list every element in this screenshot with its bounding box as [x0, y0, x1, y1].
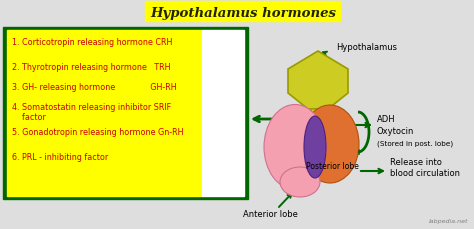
- Text: 1. Corticotropin releasing hormone CRH: 1. Corticotropin releasing hormone CRH: [12, 38, 173, 47]
- Ellipse shape: [304, 117, 326, 178]
- FancyBboxPatch shape: [202, 31, 244, 196]
- Ellipse shape: [301, 106, 359, 183]
- FancyBboxPatch shape: [145, 2, 340, 22]
- Text: Release into
blood circulation: Release into blood circulation: [390, 157, 460, 178]
- Text: Hypothalamus hormones: Hypothalamus hormones: [150, 6, 336, 19]
- Text: Posterior lobe: Posterior lobe: [306, 162, 358, 171]
- Text: 4. Somatostatin releasing inhibitor SRIF
    factor: 4. Somatostatin releasing inhibitor SRIF…: [12, 103, 171, 122]
- Polygon shape: [288, 52, 348, 109]
- Text: 6. PRL - inhibiting factor: 6. PRL - inhibiting factor: [12, 152, 108, 161]
- Polygon shape: [311, 109, 325, 131]
- Text: labpedia.net: labpedia.net: [428, 218, 468, 223]
- Ellipse shape: [280, 167, 320, 197]
- Text: (Stored in post. lobe): (Stored in post. lobe): [377, 140, 453, 147]
- FancyBboxPatch shape: [3, 28, 248, 199]
- Text: 2. Thyrotropin releasing hormone   TRH: 2. Thyrotropin releasing hormone TRH: [12, 63, 171, 72]
- Text: ADH: ADH: [377, 115, 396, 124]
- FancyBboxPatch shape: [7, 31, 202, 196]
- Ellipse shape: [264, 105, 326, 190]
- Text: 3. GH- releasing hormone              GH-RH: 3. GH- releasing hormone GH-RH: [12, 83, 177, 92]
- Text: Oxytocin: Oxytocin: [377, 127, 414, 136]
- Text: 5. Gonadotropin releasing hormone Gn-RH: 5. Gonadotropin releasing hormone Gn-RH: [12, 128, 183, 136]
- Text: Anterior lobe: Anterior lobe: [243, 210, 298, 218]
- Text: Hypothalamus: Hypothalamus: [336, 43, 397, 52]
